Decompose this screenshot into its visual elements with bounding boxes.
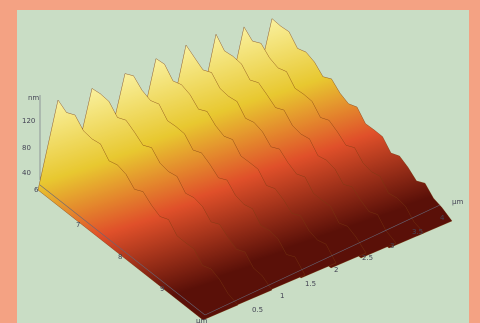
x-unit: µm — [452, 198, 463, 206]
x-label: 3 — [390, 242, 394, 250]
x-label: 4 — [440, 214, 445, 222]
y-label: 8 — [118, 253, 122, 261]
x-label: 2.5 — [362, 254, 373, 262]
x-label: 1 — [280, 292, 284, 300]
z-label: 120 — [22, 117, 35, 125]
x-label: 3.5 — [412, 228, 423, 236]
z-unit: nm — [28, 94, 39, 102]
y-label: 6 — [34, 186, 39, 194]
y-label: 9 — [160, 285, 164, 293]
y-unit: µm — [196, 317, 207, 323]
afm-image: nm 120 80 40 6 7 8 9 µm 0.5 1 1.5 2 2.5 … — [0, 0, 480, 323]
y-label: 7 — [76, 221, 80, 229]
x-label: 1.5 — [305, 280, 316, 288]
z-label: 40 — [22, 169, 31, 177]
x-label: 2 — [334, 266, 338, 274]
x-label: 0.5 — [252, 306, 263, 314]
z-label: 80 — [22, 144, 31, 152]
